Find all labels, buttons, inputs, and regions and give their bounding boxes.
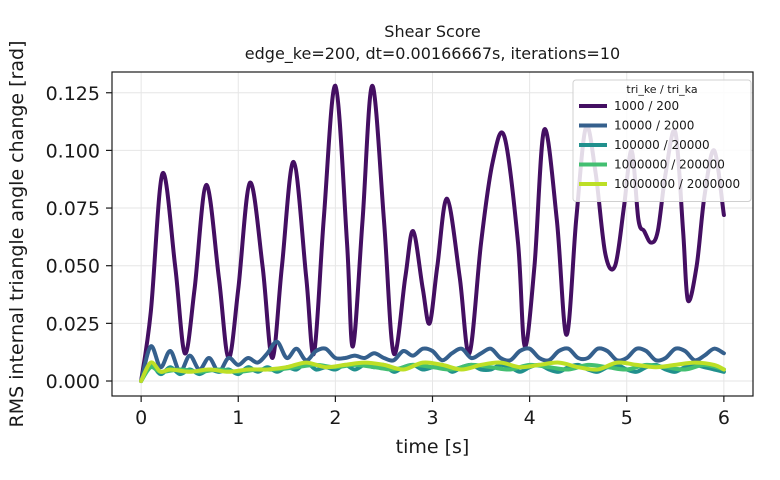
- y-tick-label: 0.125: [46, 83, 100, 105]
- x-tick-label: 1: [232, 407, 244, 429]
- x-tick-label: 4: [524, 407, 536, 429]
- x-tick-label: 3: [426, 407, 438, 429]
- legend-label: 10000000 / 2000000: [614, 177, 740, 191]
- y-tick-label: 0.100: [46, 140, 100, 162]
- legend-box: [572, 79, 752, 202]
- x-tick-label: 6: [718, 407, 730, 429]
- y-tick-label: 0.075: [46, 198, 100, 220]
- legend-label: 1000 / 200: [614, 99, 679, 113]
- ticks-layer: 0 1 2 3 4 5 6 0.000 0.025 0.050 0.075 0.100 0.125: [46, 83, 730, 429]
- series-line: [139, 360, 726, 383]
- series-line: [139, 339, 726, 383]
- x-tick-label: 5: [621, 407, 633, 429]
- y-tick-label: 0.000: [46, 371, 100, 393]
- chart-title: Shear Score: [384, 22, 480, 41]
- x-tick-label: 2: [329, 407, 341, 429]
- y-axis-label: RMS internal triangle angle change [rad]: [6, 41, 28, 428]
- x-tick-label: 0: [135, 407, 147, 429]
- legend-label: 10000 / 2000: [614, 119, 694, 133]
- x-axis-label: time [s]: [396, 436, 470, 458]
- legend-label: 100000 / 20000: [614, 138, 710, 152]
- legend-title: tri_ke / tri_ka: [626, 83, 697, 96]
- chart-subtitle: edge_ke=200, dt=0.00166667s, iterations=…: [245, 44, 620, 64]
- y-tick-label: 0.025: [46, 313, 100, 335]
- legend-items: 1000 / 200 10000 / 2000 100000 / 20000 1000…: [579, 99, 740, 191]
- legend-label: 1000000 / 200000: [614, 158, 725, 172]
- y-tick-label: 0.050: [46, 256, 100, 278]
